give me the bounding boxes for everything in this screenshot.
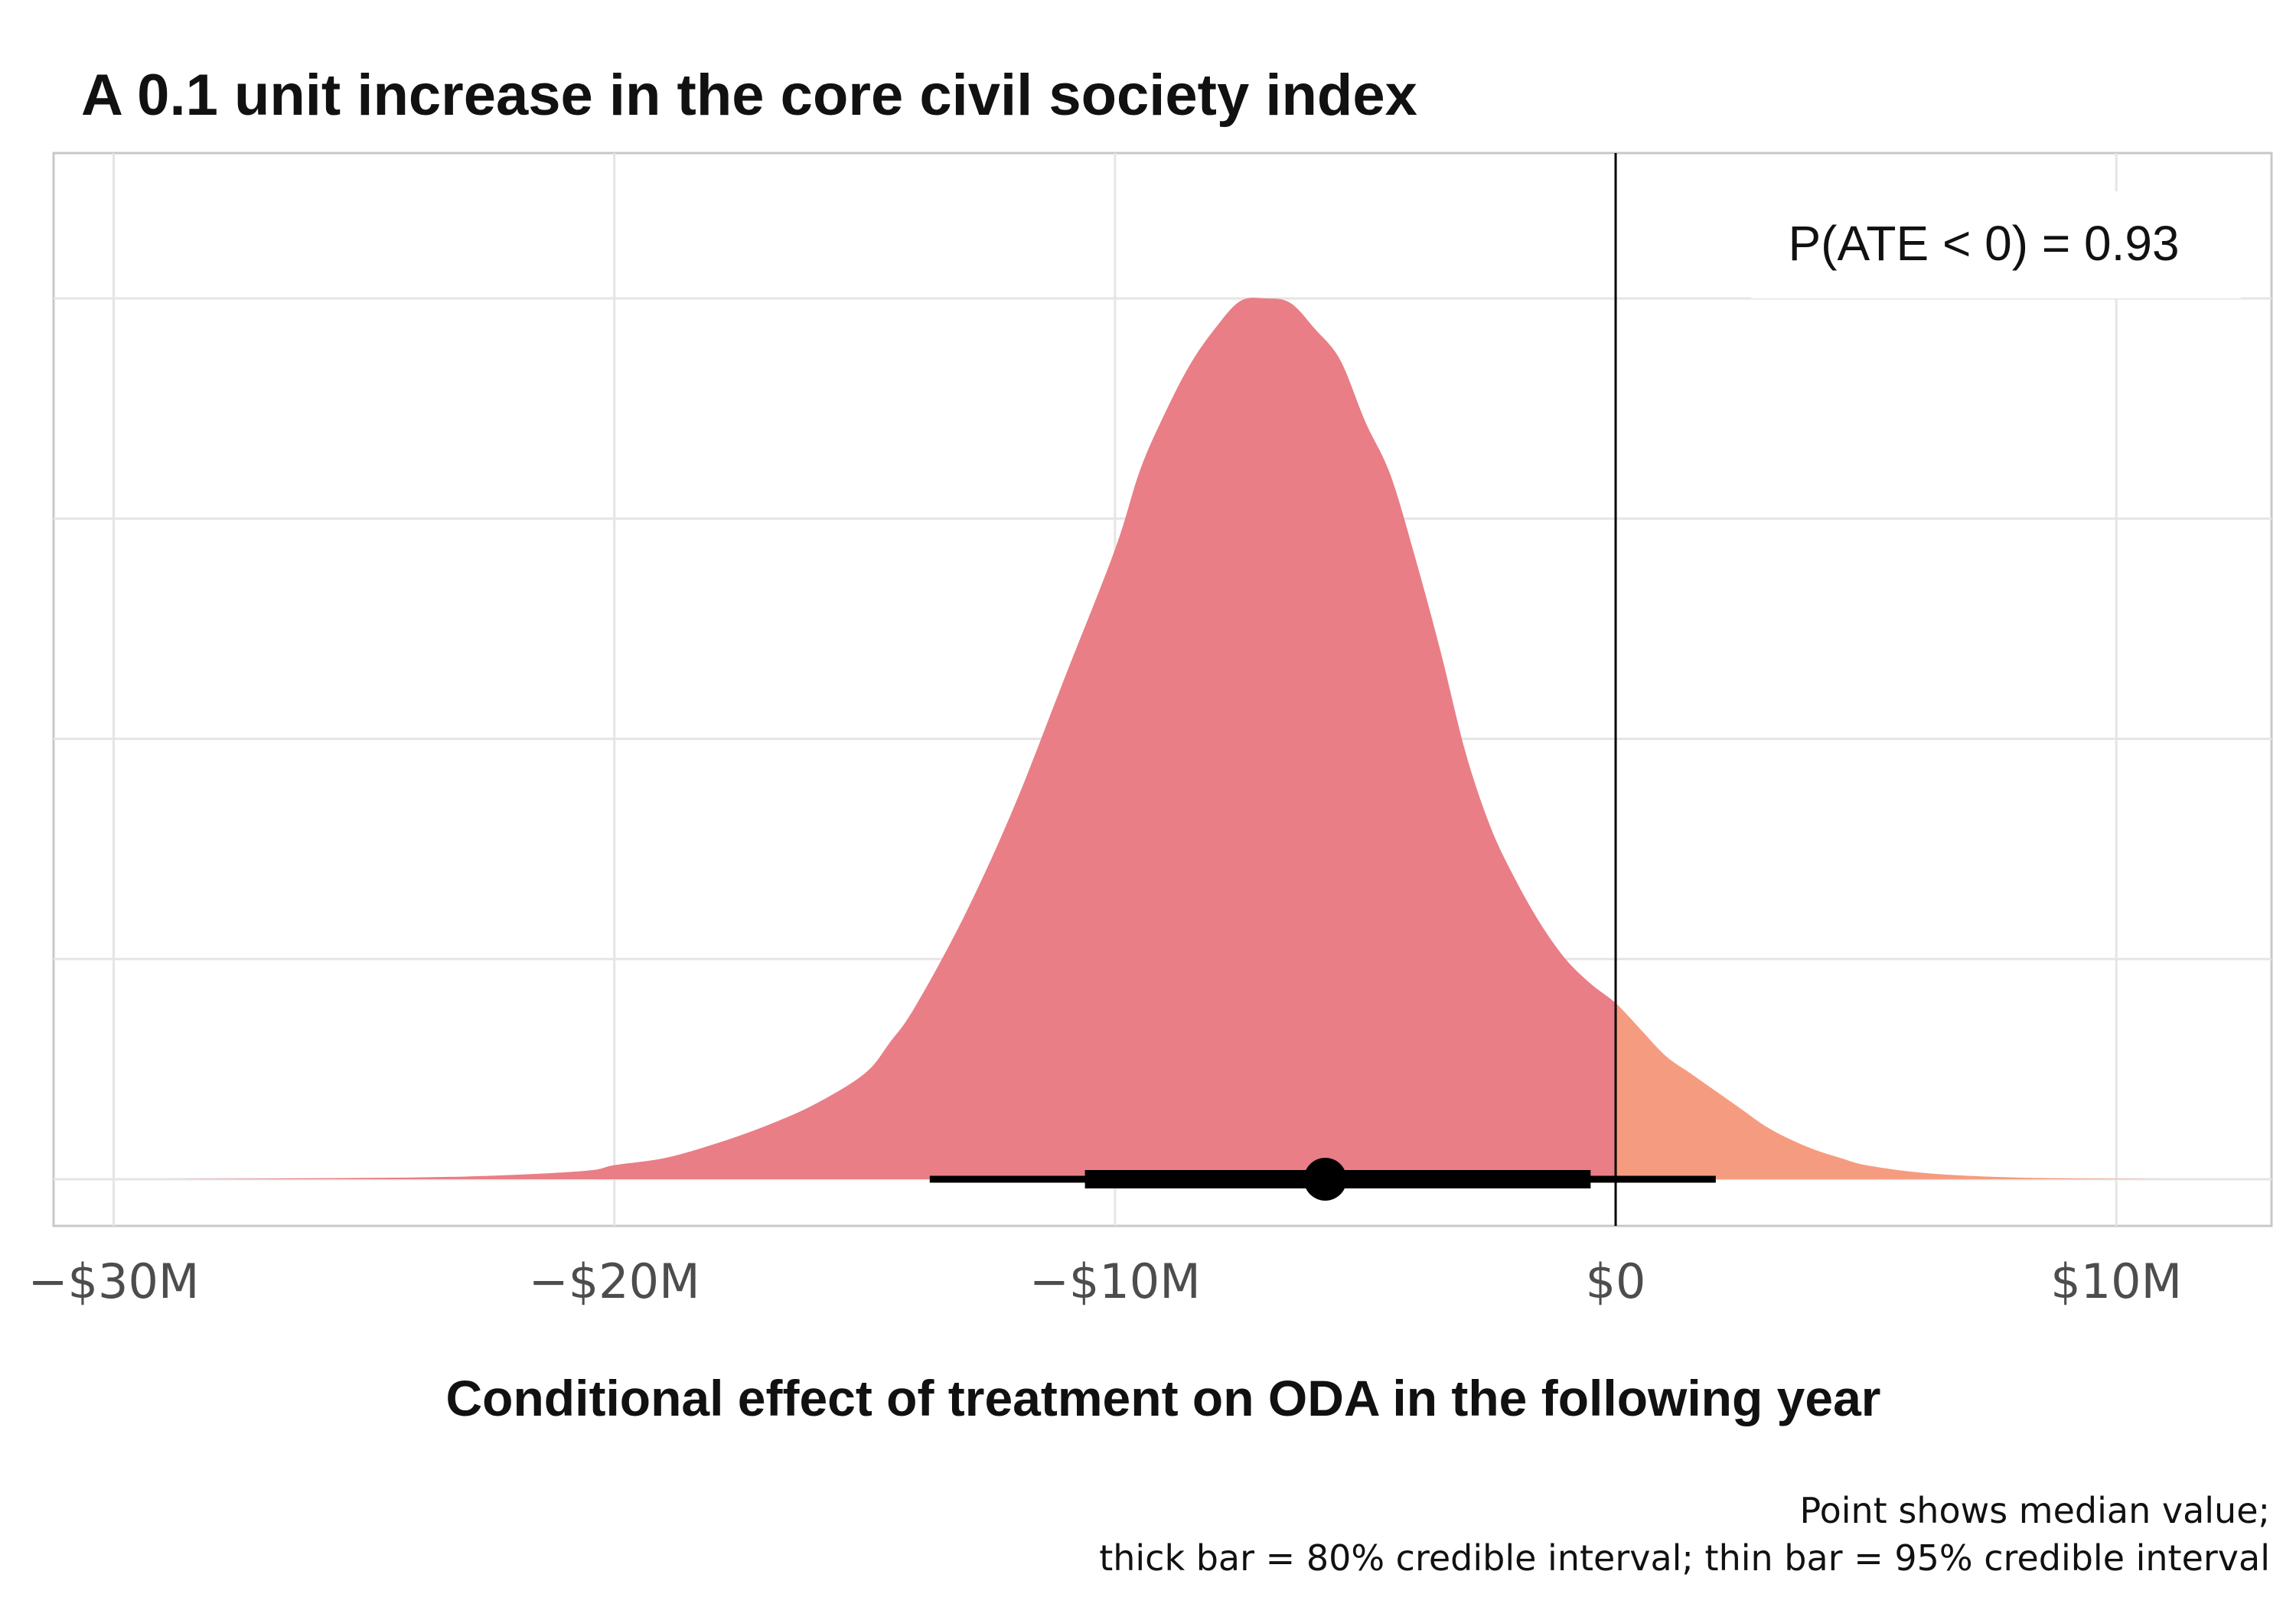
x-axis-title: Conditional effect of treatment on ODA i… [446, 1370, 1881, 1426]
annotation-label: P(ATE < 0) = 0.93 [1788, 216, 2179, 271]
density-above-zero [1616, 1002, 2167, 1179]
x-tick-label: −$30M [28, 1253, 200, 1309]
x-tick-label: −$20M [529, 1253, 700, 1309]
annotation-box: P(ATE < 0) = 0.93 [1746, 191, 2245, 298]
caption-line-2: thick bar = 80% credible interval; thin … [1099, 1537, 2270, 1579]
median-point [1303, 1158, 1347, 1201]
x-tick-label: −$10M [1029, 1253, 1201, 1309]
x-axis-ticks: −$30M −$20M −$10M $0 $10M [28, 1253, 2183, 1309]
x-tick-label: $10M [2050, 1253, 2182, 1309]
chart-title: A 0.1 unit increase in the core civil so… [81, 63, 1417, 128]
caption-line-1: Point shows median value; [1799, 1490, 2270, 1531]
interval-summary [929, 1158, 1716, 1201]
density-area [163, 298, 2167, 1179]
x-tick-label: $0 [1586, 1253, 1646, 1309]
density-below-zero [163, 298, 1616, 1179]
